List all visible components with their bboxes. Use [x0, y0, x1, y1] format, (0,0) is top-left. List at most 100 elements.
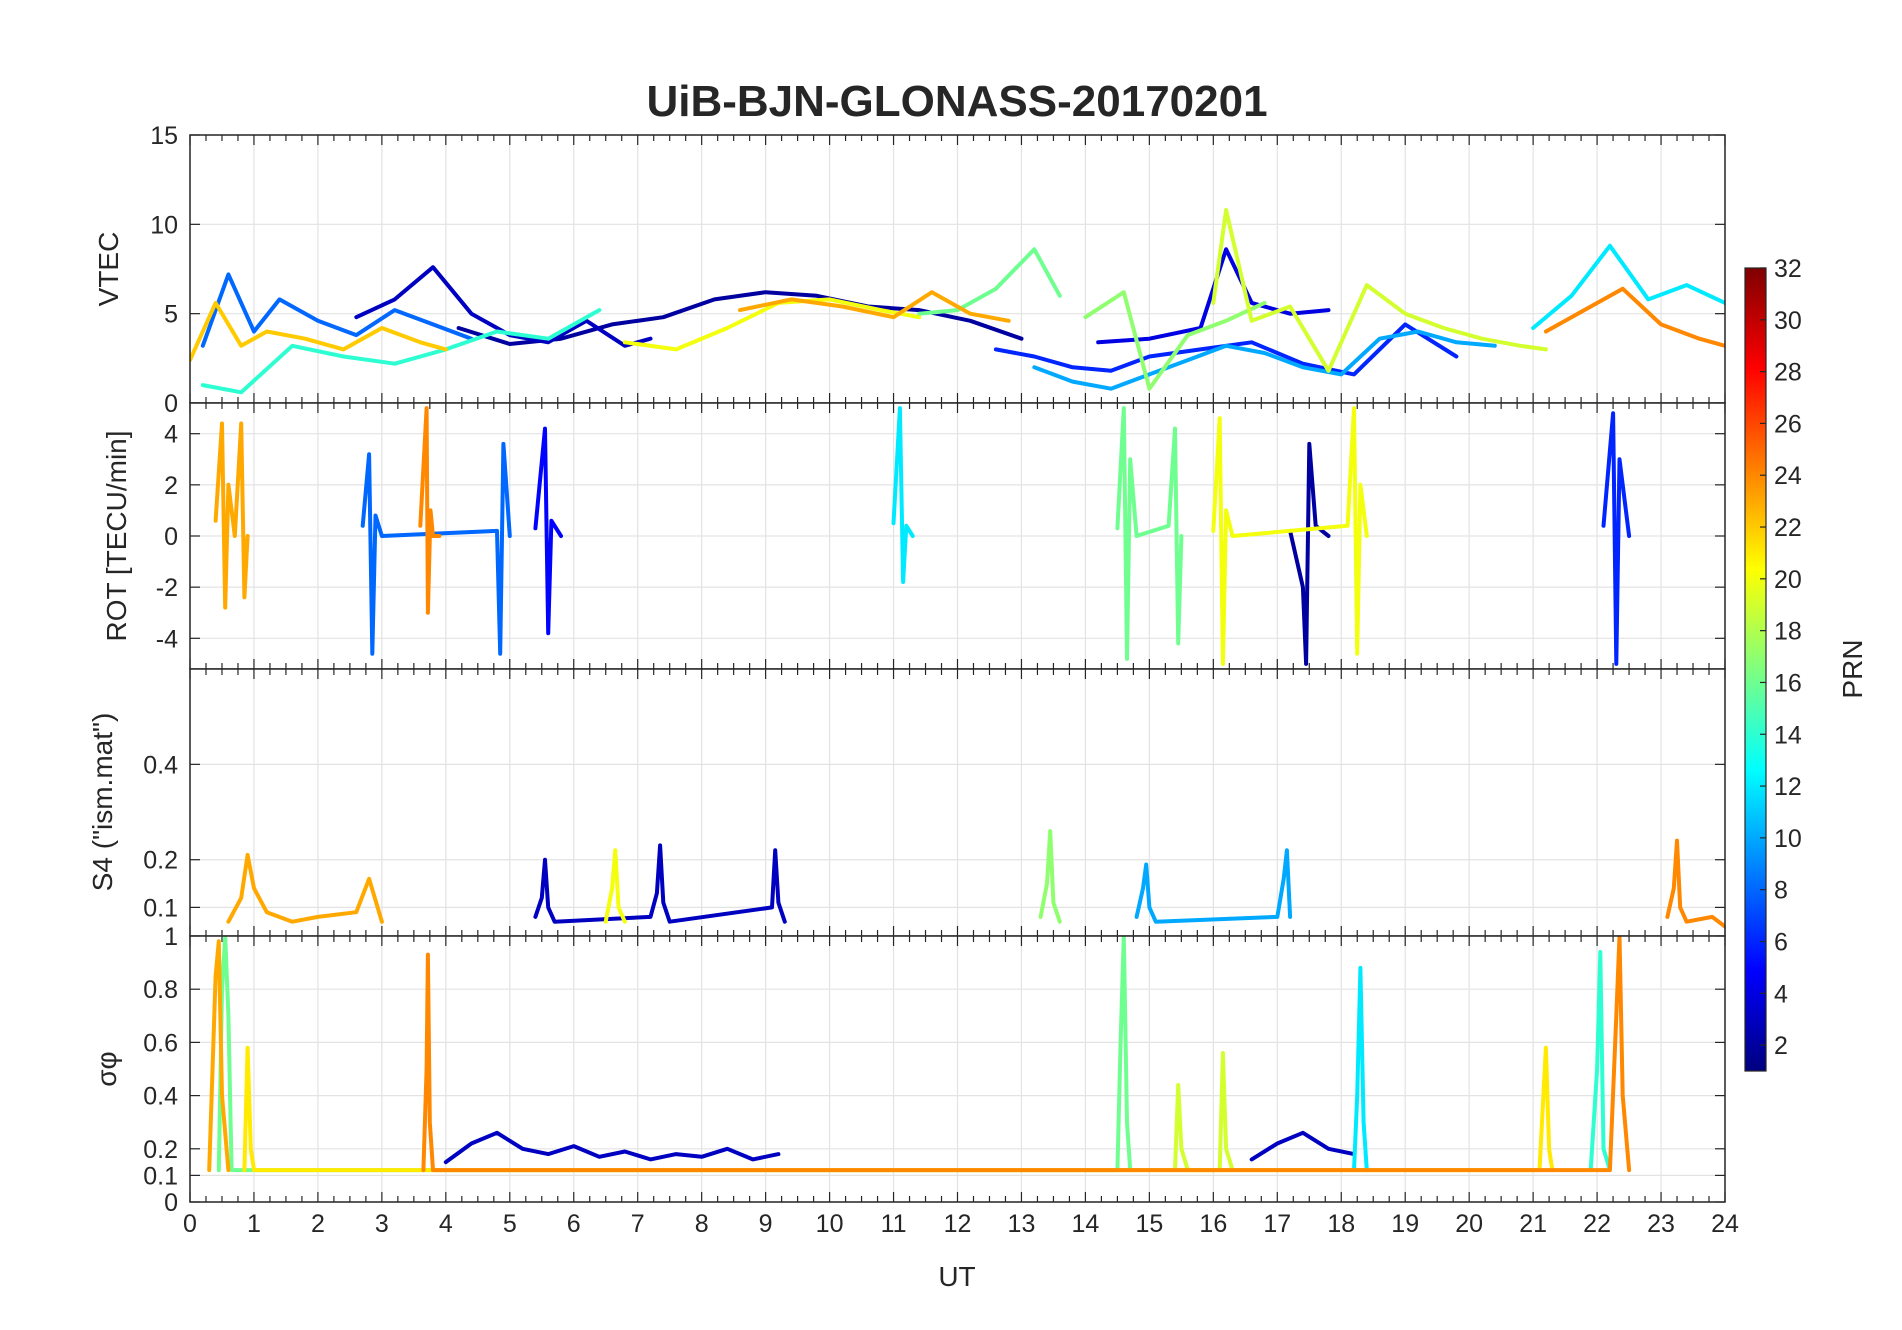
series-line-prn-23: [738, 290, 1011, 323]
y-tick-label: 10: [150, 211, 178, 239]
colorbar-tick-label: 30: [1774, 307, 1802, 335]
x-tick-label: 2: [311, 1210, 325, 1238]
series-line-prn-8: [360, 441, 512, 656]
panel-grid: [189, 935, 1726, 1203]
series-line-prn-17: [1083, 290, 1267, 391]
y-tick-label: 0.1: [143, 1162, 178, 1190]
y-tick-label: 1: [164, 923, 178, 951]
x-tick-label: 19: [1391, 1210, 1419, 1238]
series-line-prn-17: [1038, 829, 1062, 924]
series-line-prn-12: [1531, 243, 1725, 330]
x-axis-label: UT: [938, 1261, 975, 1292]
y-tick-label: 0.6: [143, 1029, 178, 1057]
series-line-prn-23: [213, 421, 250, 610]
colorbar-tick-label: 10: [1774, 825, 1802, 853]
x-tick-label: 4: [439, 1210, 453, 1238]
y-tick-label: 4: [164, 421, 178, 449]
panel-ticks: 00.10.2 0.4 0.6 0.8 1: [143, 923, 1726, 1217]
x-tick-label: 24: [1711, 1210, 1739, 1238]
series-line-prn-14: [200, 308, 602, 395]
colorbar-tick-label: 6: [1774, 928, 1788, 956]
colorbar-tick-label: 2: [1774, 1032, 1788, 1060]
panel-s4: 0.1 0.2 0.4 S4 ("ism.mat"): [87, 668, 1726, 937]
series-line-prn-12: [891, 406, 915, 584]
y-tick-label: 0: [164, 390, 178, 418]
chart-title: UiB-BJN-GLONASS-20170201: [646, 77, 1267, 126]
panel-vtec: 0 5 10 15 VTEC: [93, 122, 1726, 418]
x-tick-label: 14: [1072, 1210, 1100, 1238]
x-tick-label: 11: [881, 1210, 907, 1238]
series-line-prn-3: [1249, 1130, 1356, 1162]
x-tick-label: 6: [567, 1210, 581, 1238]
series-group: [207, 936, 1632, 1173]
panel-sigma_phi: 00.10.2 0.4 0.6 0.8 1 σφ: [91, 923, 1726, 1217]
colorbar-tick-label: 24: [1774, 462, 1802, 490]
colorbar-gradient: [1744, 267, 1767, 1072]
series-line-prn-14: [1588, 950, 1612, 1173]
series-line-prn-4: [1096, 247, 1331, 345]
y-tick-label: 0: [164, 523, 178, 551]
y-tick-label: 0.4: [143, 751, 178, 779]
series-line-prn-3: [443, 1130, 781, 1165]
series-line-prn-24: [1665, 838, 1725, 929]
y-tick-label: 2: [164, 472, 178, 500]
x-tick-label: 1: [247, 1210, 261, 1238]
x-tick-label: 18: [1327, 1210, 1355, 1238]
colorbar-tick-label: 28: [1774, 359, 1802, 387]
x-tick-label: 10: [816, 1210, 844, 1238]
colorbar-tick-label: 22: [1774, 514, 1802, 542]
colorbar-tick-label: 26: [1774, 410, 1802, 438]
colorbar-tick-label: 16: [1774, 669, 1802, 697]
series-line-prn-20: [603, 848, 627, 924]
series-line-prn-6: [993, 322, 1459, 377]
x-tick-label: 7: [631, 1210, 645, 1238]
series-group: [226, 829, 1725, 929]
series-line-prn-20: [1211, 406, 1369, 666]
series-line-prn-8: [200, 272, 474, 348]
x-tick-label: 12: [944, 1210, 972, 1238]
colorbar-label: PRN: [1837, 639, 1868, 698]
y-tick-label: 0.8: [143, 976, 178, 1004]
series-line-prn-24: [421, 936, 1632, 1173]
x-tick-label: 13: [1008, 1210, 1036, 1238]
series-line-prn-6: [1601, 411, 1632, 666]
panel-rot: -4 -2 0 2 4 ROT [TECU/min]: [101, 402, 1726, 670]
x-tick-label: 5: [503, 1210, 517, 1238]
series-line-prn-16: [917, 247, 1062, 316]
x-tick-label: 9: [759, 1210, 773, 1238]
x-tick-label: 17: [1263, 1210, 1291, 1238]
colorbar-tick-label: 4: [1774, 980, 1788, 1008]
y-tick-label: 0.2: [143, 1136, 178, 1164]
series-group: [213, 406, 1632, 666]
series-line-prn-23: [226, 852, 384, 924]
x-tick-label: 15: [1135, 1210, 1163, 1238]
x-tick-label: 3: [375, 1210, 389, 1238]
y-tick-label: 0: [164, 1189, 178, 1217]
x-tick-label: 22: [1583, 1210, 1611, 1238]
y-tick-label: 0.2: [143, 847, 178, 875]
y-axis-label-sigma_phi: σφ: [91, 1051, 122, 1086]
y-tick-label: -2: [156, 574, 178, 602]
series-line-prn-10: [1032, 329, 1497, 391]
x-tick-labels: 0 1 2 3 4 5 6 7 8 9 10 11 12 13 14 15 16 17 18 19 20 21 22 23 24: [183, 1210, 1739, 1238]
colorbar-tick-label: 20: [1774, 566, 1802, 594]
colorbar-tick-label: 18: [1774, 618, 1802, 646]
series-line-prn-24: [1543, 286, 1725, 348]
panel-ticks: 0.1 0.2 0.4: [143, 669, 1726, 936]
x-tick-label: 20: [1455, 1210, 1483, 1238]
series-line-prn-10: [1134, 848, 1293, 924]
x-tick-label: 8: [695, 1210, 709, 1238]
x-tick-label: 16: [1199, 1210, 1227, 1238]
series-line-prn-5: [533, 426, 563, 636]
x-tick-label: 21: [1519, 1210, 1547, 1238]
colorbar-tick-label: 12: [1774, 773, 1802, 801]
series-line-prn-19: [1211, 208, 1548, 373]
y-tick-label: 15: [150, 122, 178, 150]
series-group: [190, 208, 1725, 395]
colorbar-tick-label: 32: [1774, 255, 1802, 283]
series-line-prn-23: [207, 939, 231, 1173]
y-axis-label-s4: S4 ("ism.mat"): [87, 713, 118, 892]
